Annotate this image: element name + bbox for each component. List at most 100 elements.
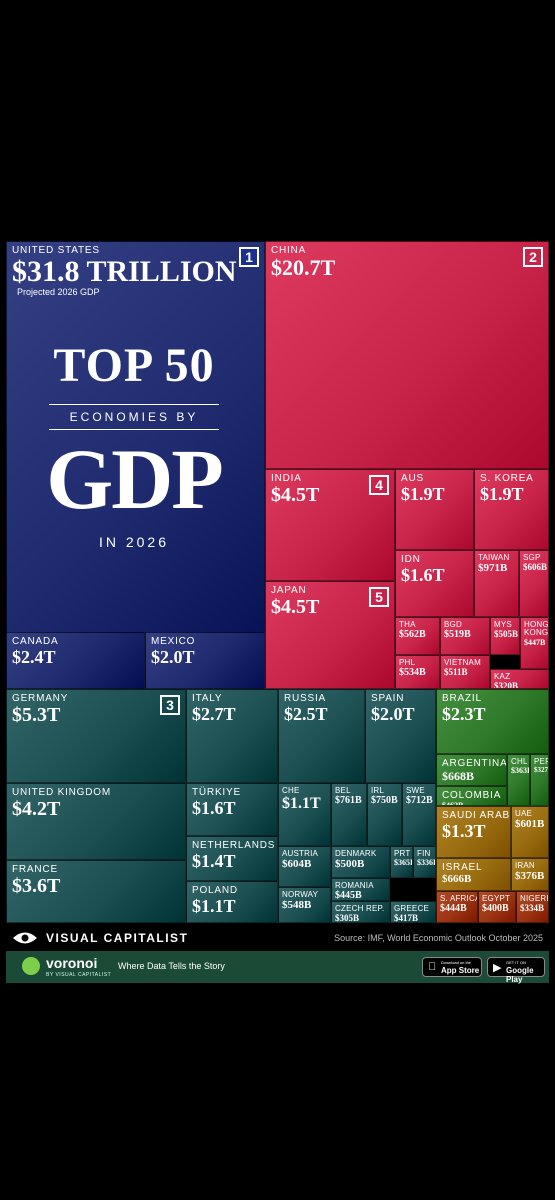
- tile-value: $750B: [371, 795, 398, 806]
- tile-value: $1.1T: [282, 795, 321, 812]
- tile-colombia: COLOMBIA $462B: [436, 786, 507, 806]
- tile-value: $2.0T: [371, 704, 415, 724]
- tile-value: $1.6T: [401, 565, 445, 585]
- tile-name: ARGENTINA: [442, 758, 507, 769]
- tile-russia: RUSSIA $2.5T: [278, 689, 365, 783]
- tile-name: GREECE: [394, 904, 429, 913]
- rank-badge: 3: [160, 695, 180, 715]
- tile-value: $320B: [494, 681, 519, 689]
- tile-norway: NORWAY $548B: [278, 887, 331, 923]
- google-play-small-label: GET IT ON: [506, 960, 526, 965]
- google-play-label: Google Play: [506, 966, 534, 984]
- tile-value: $761B: [335, 795, 362, 806]
- footer: VISUAL CAPITALIST Source: IMF, World Eco…: [6, 923, 549, 951]
- tile-japan: JAPAN $4.5T 5: [265, 581, 395, 689]
- tile-argentina: ARGENTINA $668B: [436, 754, 507, 786]
- tile-value: $505B: [494, 629, 519, 639]
- tile-name: TÜRKIYE: [192, 787, 241, 798]
- tile-name: POLAND: [192, 885, 238, 896]
- tile-name: MYS: [494, 620, 512, 629]
- tile-value: $500B: [335, 858, 365, 870]
- tile-value: $712B: [406, 795, 433, 806]
- tile-saudi-arabia: SAUDI ARABIA$1.3T: [436, 806, 511, 858]
- tile-name: INDIA: [271, 473, 302, 484]
- tile-name: SWE: [406, 786, 425, 795]
- tile-united-kingdom: UNITED KINGDOM $4.2T: [6, 783, 186, 860]
- tile-romania: ROMANIA $445B: [331, 878, 390, 901]
- tile-value: $1.9T: [480, 484, 524, 504]
- tile-vietnam: VIETNAM $511B: [440, 655, 490, 689]
- tile-name: ROMANIA: [335, 881, 374, 890]
- tile-value: $31.8 TRILLION: [12, 255, 237, 288]
- tile-value: $327B: [534, 766, 548, 774]
- app-store-button[interactable]:  Download on the App Store: [422, 957, 482, 977]
- tile-prt: PRT$365B: [390, 846, 413, 878]
- rank-badge: 5: [369, 587, 389, 607]
- tile-value: $511B: [444, 667, 468, 677]
- tile-name: BEL: [335, 786, 351, 795]
- tile-value: $447B: [524, 638, 546, 647]
- tile-value: $462B: [442, 801, 464, 806]
- tile-phl: PHL $534B: [395, 655, 440, 689]
- tile-value: $666B: [442, 873, 472, 885]
- tile-name: PHL: [399, 658, 416, 667]
- tile-per: PER$327B: [530, 754, 549, 806]
- tile-netherlands: NETHERLANDS $1.4T: [186, 836, 278, 881]
- tile-value: $562B: [399, 629, 426, 640]
- tile-che: CHE $1.1T: [278, 783, 331, 846]
- tile-china: CHINA $20.7T 2: [265, 241, 549, 469]
- tile-value: $417B: [394, 913, 419, 923]
- tile-name: IDN: [401, 554, 421, 565]
- tile-name: FIN: [417, 849, 431, 858]
- tile-brazil: BRAZIL $2.3T: [436, 689, 549, 754]
- tile-spain: SPAIN $2.0T: [365, 689, 436, 783]
- tile-name: SAUDI ARABIA: [442, 810, 511, 821]
- tile-value: $4.2T: [12, 798, 61, 820]
- tile-uae: UAE $601B: [511, 806, 549, 858]
- tile-taiwan: TAIWAN $971B: [474, 550, 519, 617]
- tile-value: $668B: [442, 769, 475, 783]
- tile-value: $4.5T: [271, 484, 320, 506]
- tile-name: TAIWAN: [478, 553, 510, 562]
- tile-canada: CANADA $2.4T: [6, 632, 145, 689]
- tile-france: FRANCE $3.6T: [6, 860, 186, 923]
- tile-value: $305B: [335, 913, 360, 923]
- tile-aus: AUS $1.9T: [395, 469, 474, 550]
- tile-austria: AUSTRIA $604B: [278, 846, 331, 887]
- tile-value: $601B: [515, 818, 545, 830]
- rank-badge: 4: [369, 475, 389, 495]
- tile-name: CHL: [511, 757, 528, 766]
- tile-value: $2.4T: [12, 647, 56, 667]
- tile-name: RUSSIA: [284, 693, 327, 704]
- tile-name: S. AFRICA: [440, 894, 478, 903]
- brand-name: VISUAL CAPITALIST: [46, 931, 189, 945]
- tile-mys: MYS $505B: [490, 617, 520, 655]
- tile-name: UAE: [515, 809, 533, 818]
- tile-name: BGD: [444, 620, 462, 629]
- tile-value: $444B: [440, 903, 467, 914]
- tile-mexico: MEXICO $2.0T: [145, 632, 265, 689]
- tile-value: $20.7T: [271, 255, 336, 280]
- us-subtitle: Projected 2026 GDP: [17, 287, 100, 297]
- tile-value: $1.6T: [192, 798, 236, 818]
- tile-value: $5.3T: [12, 704, 61, 726]
- tile-value: $376B: [515, 870, 545, 882]
- tile-name: CZECH REP.: [335, 904, 385, 913]
- tile-idn: IDN $1.6T: [395, 550, 474, 617]
- visual-capitalist-logo-icon: [13, 932, 37, 944]
- google-play-button[interactable]: ▶ GET IT ON Google Play: [487, 957, 545, 984]
- tile-value: $534B: [399, 667, 426, 678]
- tile-name: KAZ: [494, 672, 511, 681]
- tile-name: MEXICO: [151, 636, 196, 647]
- tile-value: $445B: [335, 890, 362, 901]
- google-play-icon: ▶: [493, 962, 502, 974]
- tile-value: $606B: [523, 562, 548, 572]
- tile-name: FRANCE: [12, 864, 58, 875]
- tile-name: ITALY: [192, 693, 223, 704]
- tile-united-states: UNITED STATES $31.8 TRILLION 1: [6, 241, 265, 689]
- tile-name: NORWAY: [282, 890, 319, 899]
- tile-name: HONG KONG: [524, 620, 549, 638]
- tile-value: $363B: [511, 766, 529, 775]
- tile-germany: GERMANY $5.3T 3: [6, 689, 186, 783]
